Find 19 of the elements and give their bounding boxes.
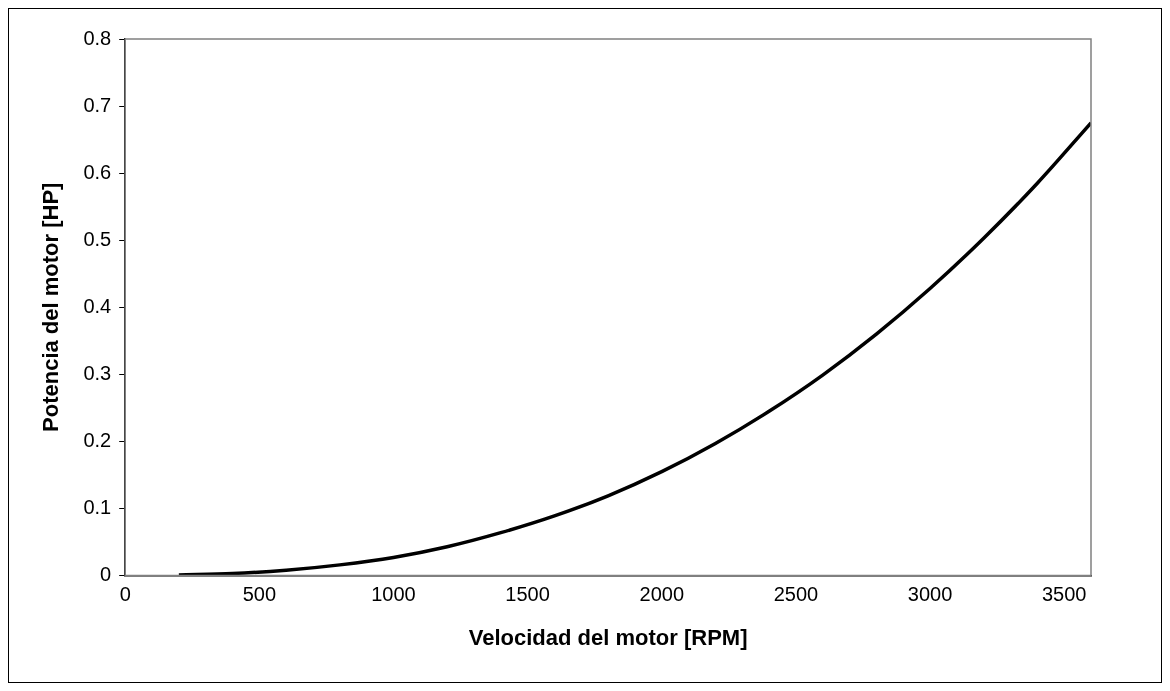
x-tick-label: 3500 bbox=[1041, 583, 1087, 606]
y-axis-title: Potencia del motor [HP] bbox=[38, 182, 64, 432]
y-tick-label: 0.3 bbox=[83, 361, 112, 384]
y-tick-label: 0.2 bbox=[83, 428, 112, 451]
y-tick-label: 0.5 bbox=[83, 227, 112, 250]
x-tick-label: 1000 bbox=[371, 583, 416, 606]
x-tick-label: 1500 bbox=[505, 583, 550, 606]
x-tick-label: 0 bbox=[119, 583, 131, 606]
y-tick-label: 0.8 bbox=[83, 26, 112, 49]
y-tick-label: 0 bbox=[100, 563, 112, 586]
x-tick-label: 2000 bbox=[639, 583, 685, 606]
y-tick-label: 0.4 bbox=[83, 294, 112, 317]
x-tick-label: 2500 bbox=[773, 583, 819, 606]
x-tick-label: 500 bbox=[242, 583, 277, 606]
y-tick-label: 0.6 bbox=[83, 160, 112, 183]
x-tick-label: 3000 bbox=[907, 583, 953, 606]
x-axis-title: Velocidad del motor [RPM] bbox=[468, 624, 748, 650]
y-tick-label: 0.1 bbox=[83, 496, 112, 519]
y-tick-label: 0.7 bbox=[83, 93, 112, 116]
